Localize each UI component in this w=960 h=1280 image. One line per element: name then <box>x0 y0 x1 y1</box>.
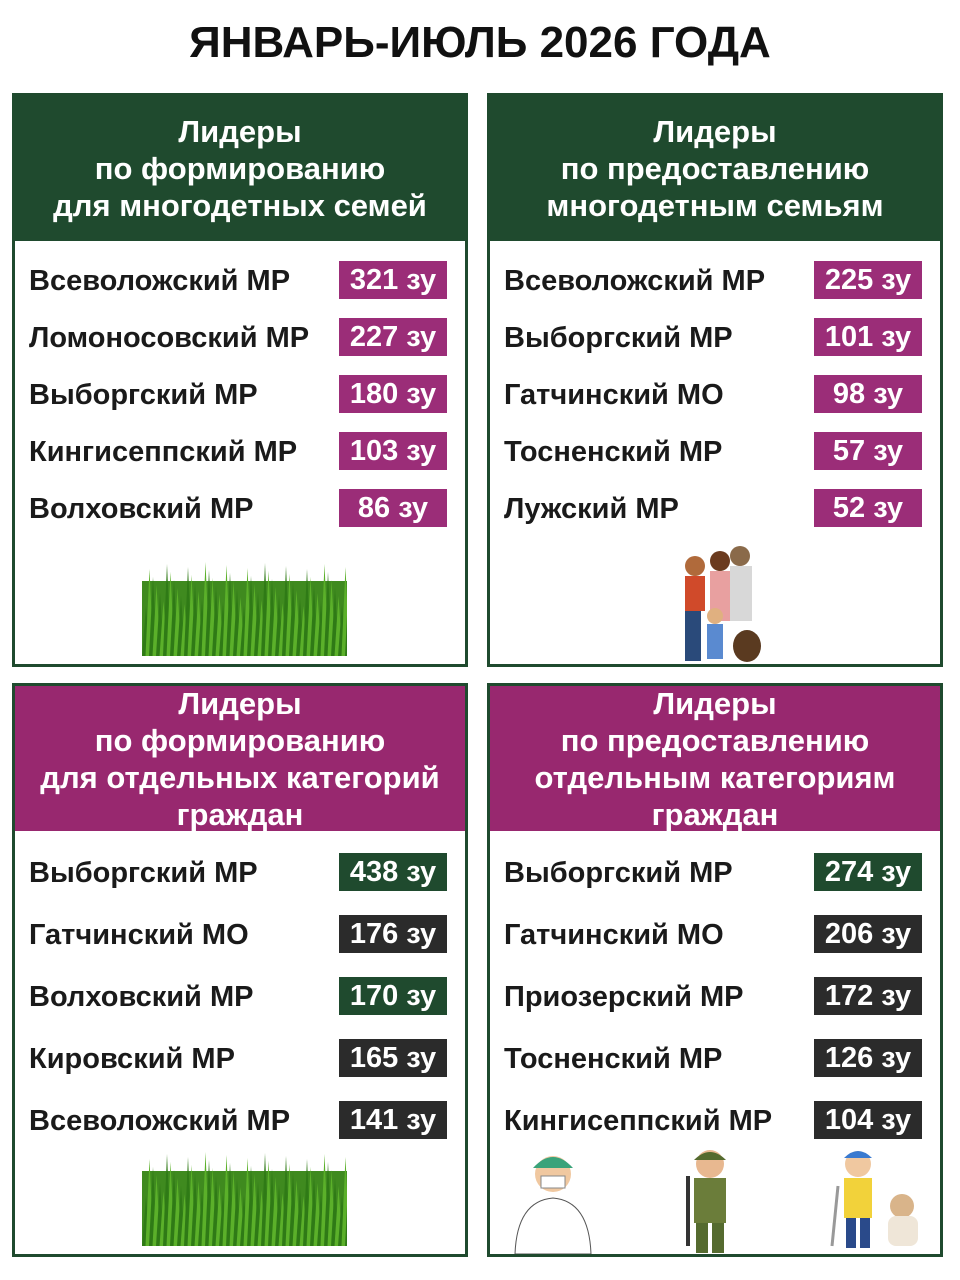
illustration <box>685 546 761 662</box>
value-badge: 101 зу <box>814 318 922 356</box>
panel-header: Лидеры по предоставлению отдельным категор… <box>490 685 940 832</box>
header-line: граждан <box>651 796 779 832</box>
value-badge: 227 зу <box>339 318 447 356</box>
row: Всеволожский МР 141 зу <box>29 1101 451 1141</box>
row: Ломоносовский МР 227 зу <box>29 318 451 358</box>
header-line: по предоставлению <box>560 722 870 758</box>
district-name: Кировский МР <box>29 1043 235 1075</box>
value-badge: 274 зу <box>814 853 922 891</box>
header-line: по формированию <box>94 722 386 758</box>
header-line: многодетным семьям <box>546 188 884 223</box>
header-line: граждан <box>176 796 304 832</box>
row: Волховский МР 170 зу <box>29 977 451 1017</box>
illustration <box>142 562 347 656</box>
value-badge: 438 зу <box>339 853 447 891</box>
value-badge: 141 зу <box>339 1101 447 1139</box>
district-name: Всеволожский МР <box>29 265 291 297</box>
panel-header: Лидеры по формированию для многодетных сем… <box>15 96 465 241</box>
value-badge: 206 зу <box>814 915 922 953</box>
district-name: Тосненский МР <box>504 1043 723 1075</box>
district-name: Всеволожский МР <box>504 265 766 297</box>
district-name: Всеволожский МР <box>29 1105 291 1137</box>
illustration <box>830 1151 918 1248</box>
value-badge: 225 зу <box>814 261 922 299</box>
row: Приозерский МР 172 зу <box>504 977 926 1017</box>
illustration <box>686 1150 726 1253</box>
row: Выборгский МР 180 зу <box>29 375 451 415</box>
panel: Лидеры по формированию для отдельных катег… <box>12 683 468 1257</box>
district-name: Гатчинский МО <box>29 919 249 951</box>
row: Кингисеппский МР 104 зу <box>504 1101 926 1141</box>
panel-header: Лидеры по формированию для отдельных катег… <box>15 685 465 832</box>
value-badge: 126 зу <box>814 1039 922 1077</box>
value-badge: 321 зу <box>339 261 447 299</box>
panel: Лидеры по предоставлению многодетным семья… <box>487 93 943 667</box>
district-name: Волховский МР <box>29 981 254 1013</box>
header-line: для отдельных категорий <box>40 759 440 795</box>
value-badge: 104 зу <box>814 1101 922 1139</box>
illustration <box>142 1152 347 1246</box>
district-name: Кингисеппский МР <box>504 1105 773 1137</box>
illustration <box>514 1156 592 1254</box>
value-badge: 170 зу <box>339 977 447 1015</box>
row: Выборгский МР 438 зу <box>29 853 451 893</box>
header-line: для многодетных семей <box>53 188 427 223</box>
value-badge: 86 зу <box>339 489 447 527</box>
value-badge: 57 зу <box>814 432 922 470</box>
row: Всеволожский МР 225 зу <box>504 261 926 301</box>
header-line: Лидеры <box>178 685 302 721</box>
district-name: Гатчинский МО <box>504 379 724 411</box>
value-badge: 103 зу <box>339 432 447 470</box>
panel: Лидеры по формированию для многодетных сем… <box>12 93 468 667</box>
header-line: Лидеры <box>653 685 777 721</box>
value-badge: 52 зу <box>814 489 922 527</box>
header-line: отдельным категориям <box>534 759 896 795</box>
value-badge: 172 зу <box>814 977 922 1015</box>
row: Гатчинский МО 206 зу <box>504 915 926 955</box>
district-name: Приозерский МР <box>504 981 744 1013</box>
district-name: Тосненский МР <box>504 436 723 468</box>
row: Тосненский МР 57 зу <box>504 432 926 472</box>
district-name: Лужский МР <box>504 493 679 525</box>
district-name: Волховский МР <box>29 493 254 525</box>
row: Выборгский МР 274 зу <box>504 853 926 893</box>
row: Лужский МР 52 зу <box>504 489 926 529</box>
title: ЯНВАРЬ-ИЮЛЬ 2026 ГОДА <box>189 18 771 67</box>
value-badge: 165 зу <box>339 1039 447 1077</box>
district-name: Выборгский МР <box>29 379 258 411</box>
row: Выборгский МР 101 зу <box>504 318 926 358</box>
row: Всеволожский МР 321 зу <box>29 261 451 301</box>
district-name: Гатчинский МО <box>504 919 724 951</box>
panel: Лидеры по предоставлению отдельным категор… <box>487 683 943 1257</box>
district-name: Кингисеппский МР <box>29 436 298 468</box>
district-name: Выборгский МР <box>29 857 258 889</box>
value-badge: 180 зу <box>339 375 447 413</box>
value-badge: 176 зу <box>339 915 447 953</box>
row: Кингисеппский МР 103 зу <box>29 432 451 472</box>
row: Волховский МР 86 зу <box>29 489 451 529</box>
row: Гатчинский МО 98 зу <box>504 375 926 415</box>
header-line: Лидеры <box>178 114 302 149</box>
panel-header: Лидеры по предоставлению многодетным семья… <box>490 96 940 241</box>
district-name: Выборгский МР <box>504 857 733 889</box>
district-name: Ломоносовский МР <box>29 322 310 354</box>
header-line: по предоставлению <box>560 151 870 186</box>
header-line: Лидеры <box>653 114 777 149</box>
header-line: по формированию <box>94 151 386 186</box>
row: Тосненский МР 126 зу <box>504 1039 926 1079</box>
row: Гатчинский МО 176 зу <box>29 915 451 955</box>
value-badge: 98 зу <box>814 375 922 413</box>
district-name: Выборгский МР <box>504 322 733 354</box>
row: Кировский МР 165 зу <box>29 1039 451 1079</box>
